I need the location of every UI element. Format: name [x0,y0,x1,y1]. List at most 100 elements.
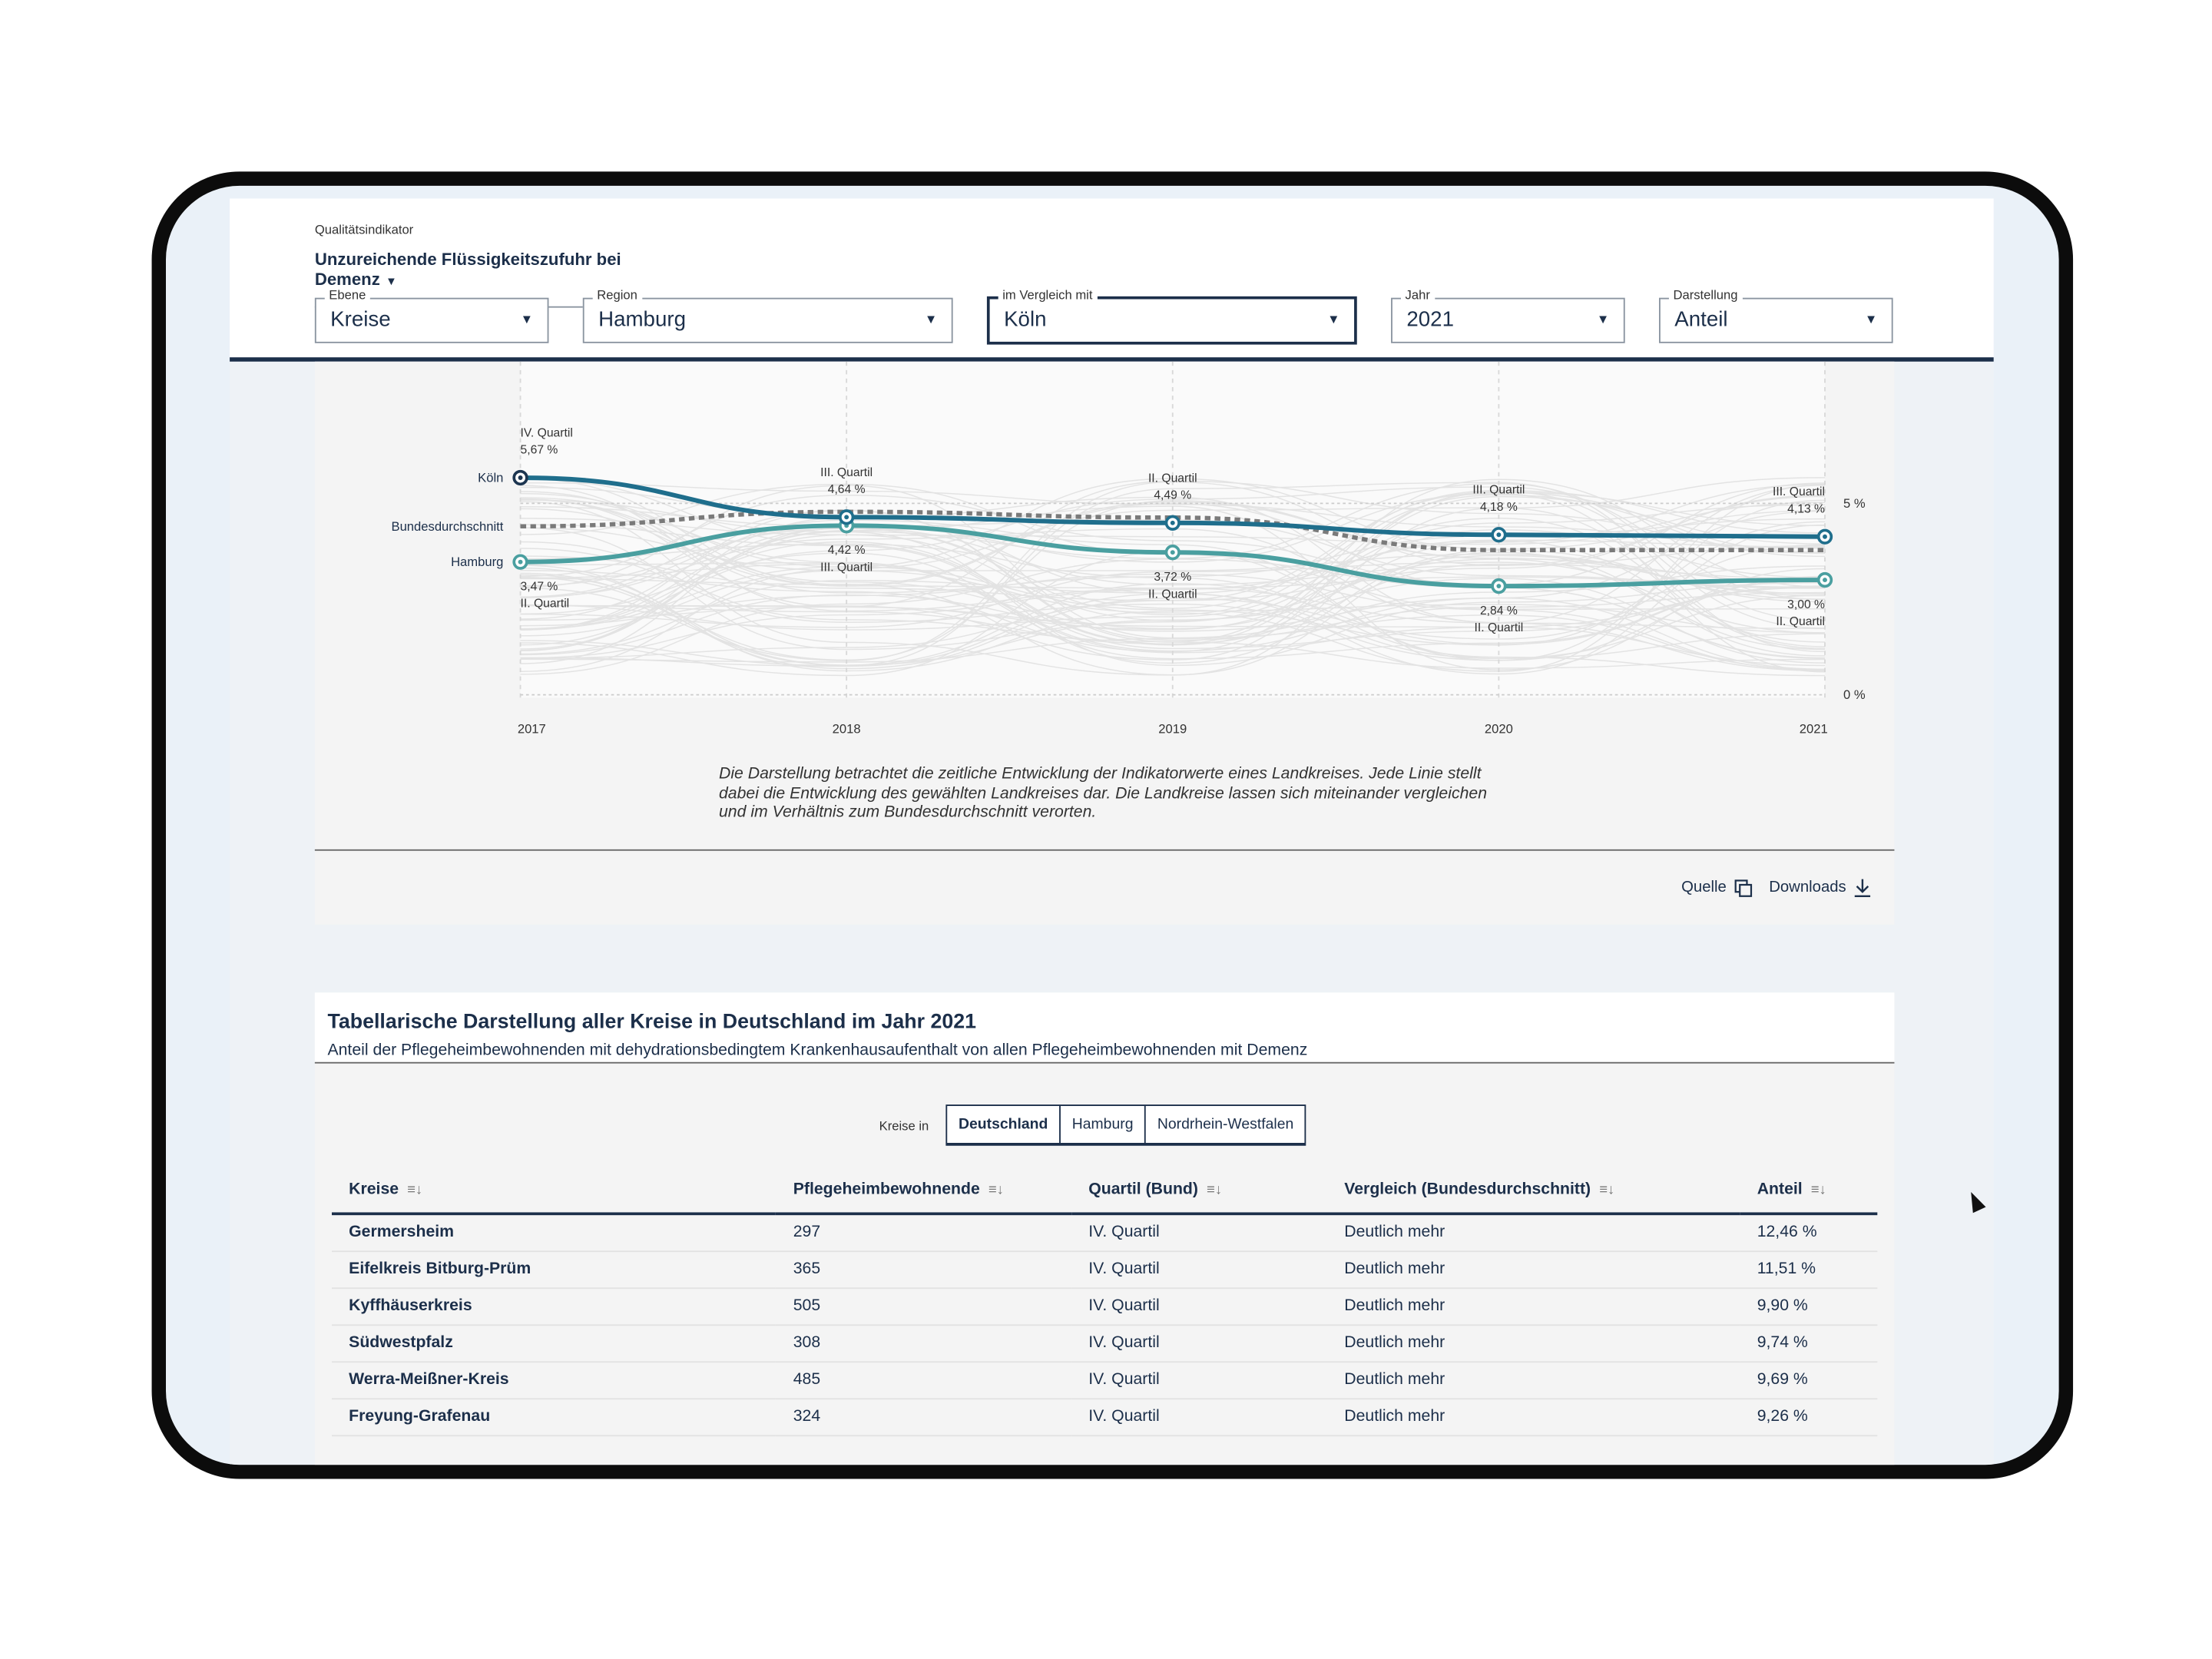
background-district-line [520,529,1825,631]
background-district-line [520,483,1825,659]
downloads-label: Downloads [1769,879,1846,896]
value-label: 4,18 % [1480,501,1518,514]
table-header-row: Kreise ≡↓ Pflegeheimbewohnende ≡↓ Quartil (B… [331,1174,1878,1216]
background-district-line [520,485,1825,639]
table-cell: Deutlich mehr [1327,1288,1740,1326]
indicator-value: Unzureichende Flüssigkeitszufuhr bei Dem… [314,249,621,290]
sort-icon[interactable]: ≡↓ [988,1182,1004,1198]
table-row[interactable]: Eifelkreis Bitburg-Prüm 365 IV. Quartil Deu… [331,1251,1878,1290]
table-cell: 9,90 % [1740,1288,1878,1326]
background-district-line [520,482,1825,549]
ebene-select[interactable]: Ebene Kreise ▼ [314,287,549,343]
quartile-label: II. Quartil [1148,588,1197,601]
field-label: im Vergleich mit [998,287,1098,303]
column-header[interactable]: Vergleich (Bundesdurchschnitt) ≡↓ [1327,1174,1740,1216]
table-cell: 324 [776,1399,1072,1437]
table-row[interactable]: Südwestpfalz 308 IV. Quartil Deutlich mehr 9… [331,1325,1878,1363]
sort-icon[interactable]: ≡↓ [1810,1182,1826,1198]
field-label: Ebene [324,287,370,303]
field-value: Kreise [330,307,391,332]
background-district-line [520,544,1825,670]
region-filter: Kreise in Deutschland Hamburg Nordrhein-… [879,1104,1306,1146]
field-label: Region [592,287,642,303]
year-select[interactable]: Jahr 2021 ▼ [1391,287,1625,343]
filter-nrw[interactable]: Nordrhein-Westfalen [1144,1105,1305,1143]
table-cell: 11,51 % [1740,1251,1878,1290]
table-cell: 12,46 % [1740,1214,1878,1253]
filter-header: Qualitätsindikator Unzureichende Flüssig… [230,198,1994,362]
comparison-select[interactable]: im Vergleich mit Köln ▼ [986,287,1357,345]
field-value: Hamburg [598,307,686,332]
table-cell: Deutlich mehr [1327,1362,1740,1400]
table-cell: Werra-Meißner-Kreis [331,1362,777,1400]
data-point-center [1170,520,1175,525]
indicator-label: Qualitätsindikator [314,222,414,237]
filter-deutschland[interactable]: Deutschland [959,1115,1048,1134]
table-cell: Deutlich mehr [1327,1214,1740,1253]
background-district-line [520,614,1825,671]
table-cell: Kyffhäuserkreis [331,1288,777,1326]
table-row[interactable]: Werra-Meißner-Kreis 485 IV. Quartil Deutlic… [331,1362,1878,1400]
column-header[interactable]: Anteil ≡↓ [1740,1174,1878,1216]
caret-down-icon: ▼ [1864,312,1878,326]
background-district-line [520,494,1825,631]
background-district-line [520,504,1825,651]
caret-down-icon: ▼ [386,275,397,288]
column-header[interactable]: Quartil (Bund) ≡↓ [1071,1174,1328,1216]
sort-icon[interactable]: ≡↓ [1207,1182,1223,1198]
downloads-button[interactable]: Downloads [1769,878,1872,898]
quartile-label: III. Quartil [820,561,873,574]
field-value: Köln [1004,307,1047,332]
value-label: 5,67 % [521,444,558,457]
column-header[interactable]: Kreise ≡↓ [331,1174,777,1216]
display-select[interactable]: Darstellung Anteil ▼ [1658,287,1893,343]
download-icon [1854,879,1871,897]
background-district-line [520,497,1825,660]
value-label: 3,72 % [1154,571,1191,584]
x-tick-label: 2021 [1800,721,1828,736]
sort-icon[interactable]: ≡↓ [407,1182,423,1198]
field-value: 2021 [1406,307,1454,332]
source-button[interactable]: Quelle [1681,879,1752,897]
table-title: Tabellarische Darstellung aller Kreise i… [327,1011,977,1034]
x-tick-label: 2020 [1485,721,1513,736]
table-subtitle: Anteil der Pflegeheimbewohnenden mit deh… [327,1041,1308,1060]
table-cell: 485 [776,1362,1072,1400]
quartile-label: IV. Quartil [521,426,573,439]
table-cell: 308 [776,1325,1072,1363]
divider [314,849,1895,851]
filter-hamburg[interactable]: Hamburg [1059,1105,1144,1143]
table-cell: Deutlich mehr [1327,1325,1740,1363]
table-cell: 297 [776,1214,1072,1253]
sort-icon[interactable]: ≡↓ [1599,1182,1615,1198]
table-cell: IV. Quartil [1071,1251,1328,1290]
table-cell: 9,69 % [1740,1362,1878,1400]
table-cell: IV. Quartil [1071,1325,1328,1363]
column-label: Vergleich (Bundesdurchschnitt) [1344,1181,1591,1198]
column-header[interactable]: Pflegeheimbewohnende ≡↓ [776,1174,1072,1216]
table-cell: IV. Quartil [1071,1362,1328,1400]
data-point-center [1823,578,1827,583]
indicator-select[interactable]: Unzureichende Flüssigkeitszufuhr bei Dem… [314,249,698,308]
background-district-line [520,491,1825,660]
value-label: 4,49 % [1154,488,1191,502]
region-select[interactable]: Region Hamburg ▼ [582,287,953,343]
caret-down-icon: ▼ [924,312,938,326]
table-row[interactable]: Kyffhäuserkreis 505 IV. Quartil Deutlich me… [331,1288,1878,1326]
data-point-center [1496,584,1502,589]
series-label: Bundesdurchschnitt [391,519,503,534]
caret-down-icon: ▼ [1327,312,1340,326]
screen: Qualitätsindikator Unzureichende Flüssig… [230,198,1994,1465]
caret-down-icon: ▼ [1596,312,1610,326]
caret-down-icon: ▼ [520,312,534,326]
background-district-line [520,527,1825,600]
table-row[interactable]: Germersheim 297 IV. Quartil Deutlich mehr 12… [331,1214,1878,1253]
table-row[interactable]: Freyung-Grafenau 324 IV. Quartil Deutlich m… [331,1399,1878,1437]
chart-caption: Die Darstellung betrachtet die zeitliche… [718,765,1488,821]
table-cell: IV. Quartil [1071,1288,1328,1326]
y-tick-label: 0 % [1843,687,1866,702]
column-label: Pflegeheimbewohnende [793,1181,980,1198]
tablet-frame: Qualitätsindikator Unzureichende Flüssig… [151,171,2074,1479]
background-district-line [520,484,1825,672]
quartile-label: II. Quartil [1148,472,1197,485]
